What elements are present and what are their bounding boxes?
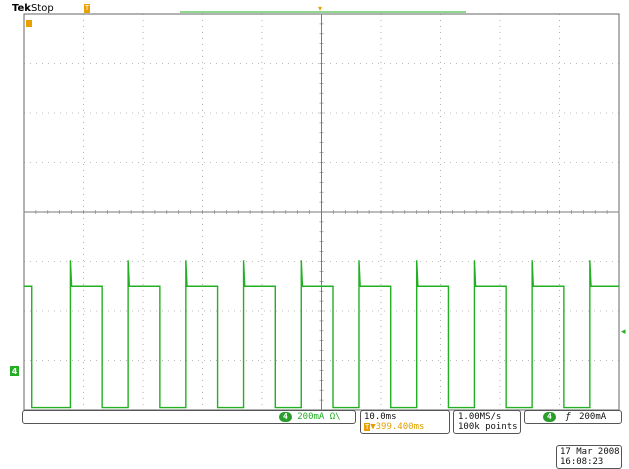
trigger-readout-box[interactable]: 4 ƒ 200mA (524, 410, 622, 424)
timebase-scale: 10.0ms (364, 412, 397, 422)
brand-logo: TekStop (12, 3, 54, 14)
trigger-delay-value: ▼399.400ms (370, 422, 425, 432)
date: 17 Mar 2008 (560, 447, 620, 457)
time: 16:08:23 (560, 457, 604, 467)
channel-coupling: Ω\ (329, 412, 341, 422)
acquisition-readout-box[interactable]: 1.00MS/s 100k points (453, 410, 521, 434)
brand-text: Tek (12, 3, 31, 14)
delay-t-icon: T (364, 423, 371, 431)
trigger-source-badge: 4 (543, 412, 556, 422)
trigger-level: 200mA (579, 412, 607, 422)
timebase-readout-box[interactable]: 10.0ms T▼399.400ms (360, 410, 450, 434)
trigger-delay: T▼399.400ms (364, 422, 424, 432)
datetime-box: 17 Mar 2008 16:08:23 (556, 445, 622, 469)
record-length: 100k points (458, 422, 518, 432)
channel-readout: 4 200mA Ω\ (279, 411, 341, 423)
trigger-slope-icon: ƒ (565, 412, 571, 422)
channel-scale: 200mA (297, 412, 325, 422)
acquisition-status: Stop (30, 3, 54, 14)
trigger-readout: 4 ƒ 200mA (543, 411, 606, 423)
channel-readout-box[interactable]: 4 200mA Ω\ (22, 410, 356, 424)
trigger-marker-left (26, 20, 32, 27)
trigger-t-marker: T (84, 4, 90, 13)
sample-rate: 1.00MS/s (458, 412, 502, 422)
channel-4-badge: 4 (279, 412, 292, 422)
graticule-grid (23, 13, 620, 411)
channel-4-waveform (24, 260, 619, 409)
trigger-level-arrow[interactable]: ◂ (621, 327, 626, 337)
channel-4-ground-marker[interactable]: 4 (12, 367, 18, 376)
trigger-position-indicator: ▾ (318, 4, 322, 13)
channel-4-ground-marker-bg[interactable] (10, 366, 19, 376)
